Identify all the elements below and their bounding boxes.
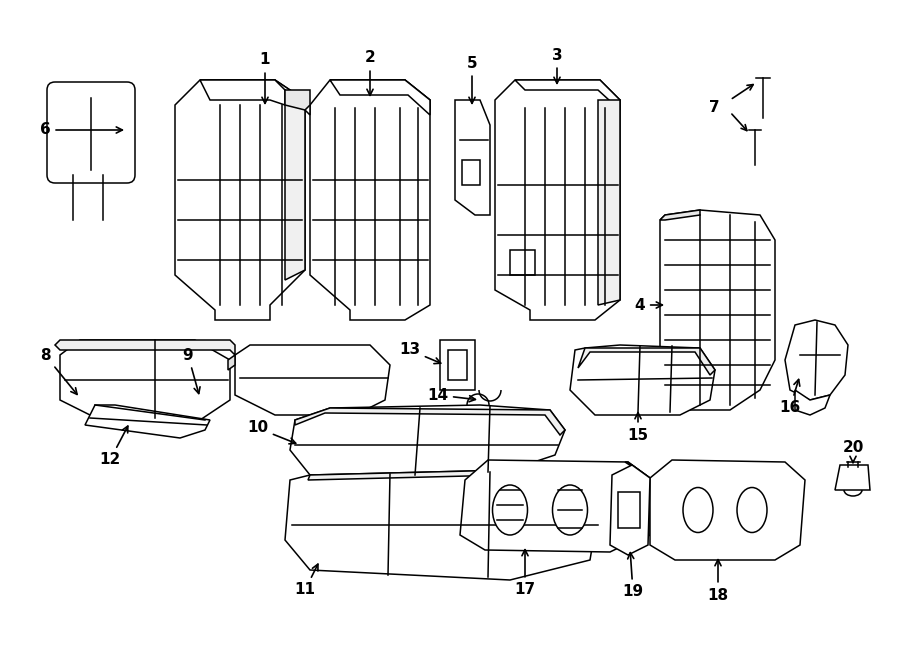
Text: 6: 6 <box>40 122 122 137</box>
Polygon shape <box>462 160 480 185</box>
Text: 8: 8 <box>40 348 77 395</box>
Ellipse shape <box>553 485 588 535</box>
Polygon shape <box>835 465 870 490</box>
Text: 16: 16 <box>779 379 801 416</box>
Polygon shape <box>310 80 430 320</box>
Polygon shape <box>290 405 565 480</box>
Text: 14: 14 <box>427 387 475 403</box>
Polygon shape <box>598 100 620 305</box>
Polygon shape <box>455 100 490 215</box>
Text: 3: 3 <box>552 48 562 83</box>
Ellipse shape <box>492 485 527 535</box>
Polygon shape <box>660 210 775 410</box>
Polygon shape <box>200 80 305 110</box>
Polygon shape <box>625 462 650 548</box>
Polygon shape <box>578 348 715 375</box>
Polygon shape <box>175 80 305 320</box>
Ellipse shape <box>737 488 767 533</box>
Text: 1: 1 <box>260 52 270 103</box>
Text: 17: 17 <box>515 550 536 598</box>
Text: 5: 5 <box>467 56 477 103</box>
Polygon shape <box>308 470 600 505</box>
Polygon shape <box>610 465 650 555</box>
Polygon shape <box>515 80 620 110</box>
Ellipse shape <box>683 488 713 533</box>
Polygon shape <box>570 345 715 415</box>
Polygon shape <box>330 80 430 110</box>
Text: 9: 9 <box>183 348 200 393</box>
Text: 10: 10 <box>247 420 296 444</box>
Text: 4: 4 <box>634 297 662 313</box>
Text: 19: 19 <box>623 553 644 600</box>
Polygon shape <box>618 492 640 528</box>
Polygon shape <box>285 470 600 580</box>
Text: 11: 11 <box>294 564 318 598</box>
Polygon shape <box>495 80 620 320</box>
Polygon shape <box>200 80 285 105</box>
Polygon shape <box>228 355 235 370</box>
Polygon shape <box>305 100 310 115</box>
Text: 13: 13 <box>399 342 441 364</box>
Polygon shape <box>85 405 210 438</box>
Text: 15: 15 <box>627 412 649 442</box>
Text: 2: 2 <box>364 50 375 95</box>
Polygon shape <box>785 320 848 400</box>
Polygon shape <box>285 100 305 280</box>
Polygon shape <box>795 390 830 415</box>
Polygon shape <box>448 350 467 380</box>
Polygon shape <box>440 340 475 390</box>
Text: 7: 7 <box>709 100 720 116</box>
Polygon shape <box>463 410 478 425</box>
Polygon shape <box>330 80 430 115</box>
Polygon shape <box>235 345 390 415</box>
Polygon shape <box>510 250 535 275</box>
Polygon shape <box>650 460 805 560</box>
FancyBboxPatch shape <box>47 82 135 183</box>
Text: 20: 20 <box>842 440 864 463</box>
Text: 12: 12 <box>99 426 128 467</box>
Polygon shape <box>55 340 235 355</box>
Polygon shape <box>460 460 650 552</box>
Polygon shape <box>295 408 565 435</box>
Text: 18: 18 <box>707 560 729 602</box>
Polygon shape <box>285 90 310 110</box>
Polygon shape <box>60 340 230 420</box>
Polygon shape <box>660 210 700 220</box>
